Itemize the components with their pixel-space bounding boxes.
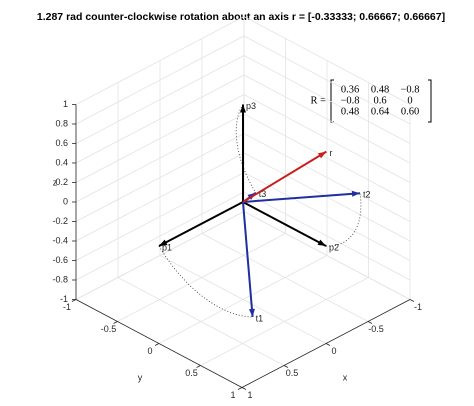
- grid-line: [243, 113, 411, 203]
- z-tick-label: 0.2: [55, 177, 68, 187]
- grid-line: [75, 172, 245, 261]
- grid-line: [243, 172, 411, 261]
- matrix-entry: 0.6: [373, 95, 386, 106]
- z-axis-label: z: [53, 177, 58, 187]
- arrowhead: [248, 308, 255, 317]
- grid-line: [117, 233, 286, 322]
- vector-label: t1: [256, 313, 264, 323]
- grid-line: [243, 211, 411, 300]
- grid-line: [243, 35, 411, 125]
- grid-line: [75, 113, 245, 203]
- grid-line: [75, 55, 245, 144]
- y-tick-label: 0.5: [185, 368, 198, 378]
- x-tick-label: 0.5: [286, 368, 299, 378]
- y-tick: [196, 365, 201, 368]
- z-tick-label: -0.6: [52, 255, 68, 265]
- vector: [158, 201, 244, 247]
- matrix-entry: 0.60: [401, 106, 419, 117]
- grid-line: [243, 133, 411, 222]
- z-tick-label: 0: [63, 196, 68, 206]
- matrix-entry: 0.36: [341, 84, 359, 95]
- vector: [242, 201, 327, 247]
- grid-line: [243, 94, 411, 183]
- x-axis-label: x: [343, 372, 348, 382]
- matrix-entry: 0.48: [371, 84, 389, 95]
- vector-label: p1: [162, 242, 172, 252]
- z-tick-label: -0.2: [52, 216, 68, 226]
- grid-line: [243, 74, 411, 164]
- chart-title: 1.287 rad counter-clockwise rotation abo…: [37, 11, 445, 23]
- z-tick-label: -0.4: [52, 235, 68, 245]
- z-tick-label: 1: [63, 99, 68, 109]
- y-tick-label: 1: [230, 390, 235, 400]
- x-tick-label: -1: [414, 302, 422, 312]
- z-tick-label: 0.8: [55, 118, 68, 128]
- z-tick-label: 0.4: [55, 157, 68, 167]
- rotation-arc: [235, 104, 257, 194]
- grid-line: [75, 94, 245, 183]
- y-tick-label: -1: [63, 302, 71, 312]
- vector-label: r: [329, 148, 332, 158]
- x-tick: [409, 299, 415, 302]
- y-tick: [154, 343, 160, 346]
- grid-line: [243, 152, 411, 242]
- grid-line: [75, 16, 245, 105]
- matrix-label: R =: [310, 95, 326, 106]
- vector-label: t2: [363, 190, 371, 200]
- x-tick: [367, 321, 373, 324]
- z-tick-label: -1: [60, 294, 68, 304]
- grid-line: [243, 16, 411, 105]
- y-tick-label: 0: [147, 346, 152, 356]
- y-tick: [237, 387, 243, 390]
- grid-line: [243, 191, 411, 281]
- matrix-entry: 0.48: [341, 106, 359, 117]
- matrix-entry: 0: [407, 95, 412, 106]
- grid-line: [75, 191, 245, 281]
- grid-line: [75, 74, 245, 164]
- matrix-entry: −0.8: [340, 95, 359, 106]
- x-tick-label: 1: [247, 390, 252, 400]
- grid-line: [75, 211, 245, 300]
- grid-line: [200, 277, 369, 366]
- grid-line: [75, 35, 245, 125]
- vector-label: p2: [329, 242, 339, 252]
- grid-line: [75, 152, 245, 242]
- z-tick-label: 0.6: [55, 138, 68, 148]
- grid-line: [243, 55, 411, 144]
- arrowhead: [351, 190, 360, 197]
- y-axis-label: y: [138, 372, 143, 382]
- vector-label: p3: [246, 101, 256, 111]
- grid-line: [75, 133, 245, 222]
- x-tick: [325, 343, 331, 346]
- arrowhead: [159, 239, 168, 246]
- x-tick: [283, 365, 289, 368]
- y-tick: [113, 321, 118, 324]
- arrowhead: [317, 239, 326, 246]
- x-tick: [241, 387, 247, 390]
- arrowhead: [317, 151, 327, 159]
- matrix-entry: 0.64: [371, 106, 390, 117]
- y-tick-label: -0.5: [101, 324, 117, 334]
- vector-label: t3: [259, 189, 267, 199]
- matrix-entry: −0.8: [400, 84, 419, 95]
- grid-line: [158, 255, 328, 344]
- vector: [242, 150, 327, 203]
- x-tick-label: 0: [331, 346, 336, 356]
- x-tick-label: -0.5: [368, 324, 384, 334]
- arrowhead: [240, 104, 246, 113]
- vector: [242, 201, 254, 318]
- z-tick-label: -0.8: [52, 274, 68, 284]
- vector: [242, 192, 361, 203]
